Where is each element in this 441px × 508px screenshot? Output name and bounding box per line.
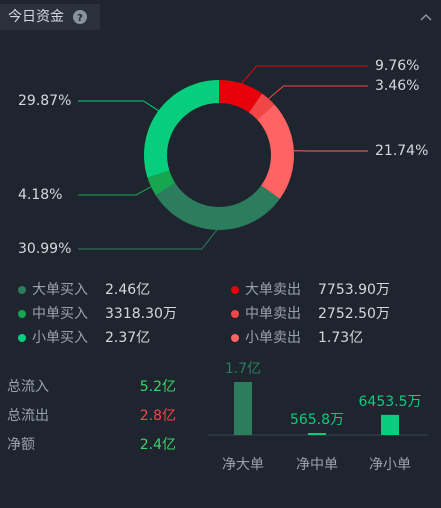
slice-label: 9.76% <box>375 58 419 74</box>
legend-dot <box>231 286 239 294</box>
help-icon-mark: ? <box>77 13 83 24</box>
donut-slice <box>257 104 295 199</box>
legend-name: 大单买入 <box>32 282 88 298</box>
legend-name: 中单卖出 <box>245 306 301 322</box>
header-title: 今日资金 <box>8 9 64 25</box>
legend-amount: 2.37亿 <box>105 330 150 346</box>
bar <box>234 382 252 435</box>
collapse-icon[interactable] <box>420 14 432 21</box>
bar <box>308 433 326 435</box>
help-icon[interactable] <box>73 10 87 24</box>
leader-line <box>268 85 368 100</box>
legend-amount: 1.73亿 <box>318 330 363 346</box>
slice-label: 4.18% <box>18 187 62 203</box>
summary-label: 总流出 <box>7 408 49 424</box>
legend-name: 小单卖出 <box>245 330 301 346</box>
slice-label: 3.46% <box>375 78 419 94</box>
summary-label: 总流入 <box>7 379 49 395</box>
leader-line <box>241 65 368 84</box>
slice-label: 21.74% <box>375 143 428 159</box>
legend-amount: 2.46亿 <box>105 282 150 298</box>
bar-value-label: 1.7亿 <box>225 361 261 377</box>
slice-label: 29.87% <box>18 93 71 109</box>
summary-value: 2.4亿 <box>140 437 176 453</box>
legend-dot <box>18 286 26 294</box>
legend-amount: 7753.90万 <box>318 282 390 298</box>
bar <box>381 414 399 435</box>
bar-value-label: 6453.5万 <box>359 394 422 410</box>
x-tick-label: 净中单 <box>296 457 338 473</box>
legend-dot <box>18 310 26 318</box>
legend-dot <box>231 310 239 318</box>
legend-amount: 2752.50万 <box>318 306 390 322</box>
summary-value: 5.2亿 <box>140 379 176 395</box>
donut-slice <box>219 80 263 113</box>
leader-line <box>78 100 159 112</box>
legend-dot <box>18 334 26 342</box>
bar-value-label: 565.8万 <box>290 412 344 428</box>
x-tick-label: 净小单 <box>369 457 411 473</box>
leader-line <box>78 229 218 250</box>
legend-name: 小单买入 <box>32 330 88 346</box>
donut-slice <box>248 93 275 120</box>
legend-amount: 3318.30万 <box>105 306 177 322</box>
summary-label: 净额 <box>7 437 35 453</box>
leader-line <box>78 186 152 196</box>
legend-name: 大单卖出 <box>245 282 301 298</box>
donut-slice <box>144 80 219 178</box>
legend-name: 中单买入 <box>32 306 88 322</box>
summary-value: 2.8亿 <box>140 408 176 424</box>
x-tick-label: 净大单 <box>222 457 264 473</box>
legend-dot <box>231 334 239 342</box>
slice-label: 30.99% <box>18 241 71 257</box>
donut-slice <box>155 183 280 231</box>
donut-slice <box>147 170 176 196</box>
